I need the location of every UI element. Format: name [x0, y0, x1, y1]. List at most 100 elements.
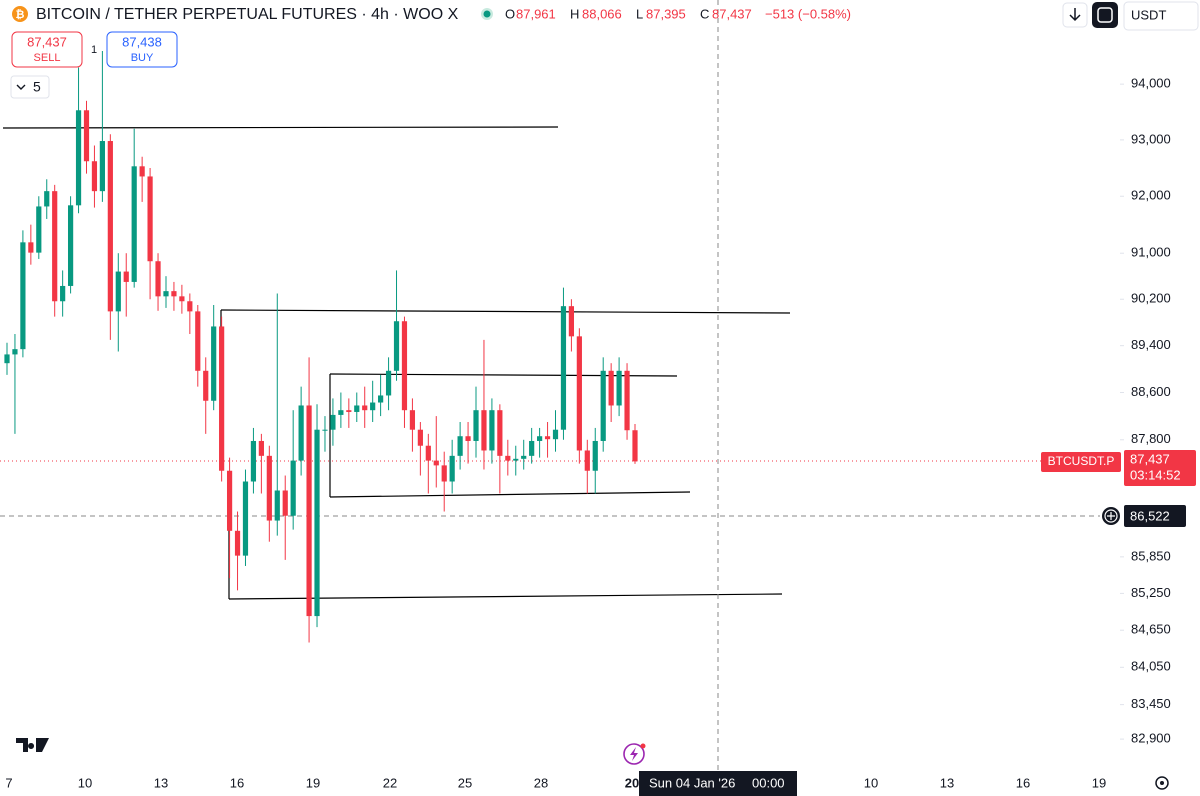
y-tick-label: 82,900 — [1131, 731, 1171, 746]
y-tick-label: 88,600 — [1131, 384, 1171, 399]
spread: 1 — [91, 44, 97, 56]
candle-body — [123, 271, 129, 282]
candle-body — [338, 410, 344, 415]
candle-body — [290, 460, 296, 516]
x-tick-label: 16 — [1016, 775, 1030, 790]
plus-icon — [1104, 509, 1118, 523]
sell-price: 87,437 — [27, 34, 67, 49]
lightning — [630, 747, 638, 761]
trend-line — [329, 491, 691, 498]
crosshair-time: 00:00 — [752, 775, 785, 790]
candle-body — [497, 410, 503, 456]
candle-body — [274, 490, 280, 521]
candle-body — [266, 455, 272, 521]
candle-body — [75, 110, 82, 206]
trend-line — [228, 593, 783, 600]
settings-icon[interactable] — [1155, 776, 1169, 790]
candle-body — [250, 440, 257, 482]
buy-button[interactable]: 87,438 BUY — [106, 31, 178, 68]
candle-body — [576, 336, 582, 451]
y-tick-label: 83,450 — [1131, 696, 1171, 711]
ohlc-label: O — [505, 6, 515, 21]
x-tick-label: 25 — [458, 775, 472, 790]
candle-body — [465, 436, 471, 441]
candle-body — [441, 465, 447, 482]
candle-body — [36, 206, 42, 253]
fullscreen-button[interactable] — [1092, 2, 1118, 28]
candle-body — [378, 395, 384, 403]
candle-body — [433, 460, 439, 466]
candle-body — [20, 242, 26, 350]
candle-body — [322, 429, 328, 431]
candle-body — [234, 530, 241, 556]
candle-body — [211, 326, 217, 401]
candle-body — [608, 370, 614, 406]
y-tick-label: 90,200 — [1131, 291, 1171, 306]
candle-body — [12, 349, 18, 355]
candle-body — [60, 285, 66, 302]
x-tick-label: 22 — [383, 775, 397, 790]
candle-body — [179, 296, 185, 302]
candle-body — [155, 261, 161, 297]
ohlc-label: C — [700, 6, 709, 21]
select-frame[interactable] — [1123, 1, 1199, 31]
candle-body — [632, 430, 638, 462]
candle-body — [505, 455, 511, 461]
candle-body — [521, 455, 527, 459]
candle-body — [624, 370, 630, 431]
x-tick-label: 20 — [625, 775, 639, 790]
candle-body — [282, 490, 288, 516]
currency-select[interactable]: USDT — [1123, 1, 1199, 31]
candle-body — [473, 410, 479, 441]
buy-label: BUY — [131, 52, 154, 64]
events-icon[interactable] — [623, 743, 645, 765]
candle-body — [131, 166, 137, 282]
candle-body — [592, 440, 598, 471]
candle-body — [584, 450, 590, 471]
symbol-title: BITCOIN / TETHER PERPETUAL FUTURES · 4h … — [36, 6, 459, 23]
button-frame[interactable] — [11, 31, 83, 68]
candle-body — [258, 440, 264, 456]
candle-body — [425, 445, 431, 461]
coin-symbol: ₿ — [16, 9, 25, 21]
plus-icon — [1107, 512, 1115, 520]
candle-body — [91, 161, 98, 192]
candle-body — [409, 410, 416, 430]
candle-body — [552, 429, 559, 440]
candle-body — [489, 410, 495, 451]
candle-body — [616, 370, 622, 406]
y-tick-label: 87,800 — [1131, 431, 1171, 446]
chevron — [16, 84, 26, 90]
indicator-toggle[interactable]: 5 — [10, 75, 50, 99]
candle-body — [544, 436, 551, 440]
ohlc-value: 87,395 — [646, 6, 686, 21]
x-tick-label: 10 — [864, 775, 878, 790]
x-axis: 7 10 13 16 19 22 25 28 20 10 13 16 19 — [5, 775, 1106, 790]
arrow-icon — [1069, 8, 1081, 22]
candle-body — [4, 354, 10, 364]
candle-body — [107, 141, 113, 312]
last-price-badge — [1124, 450, 1196, 486]
candle-body — [457, 436, 463, 456]
x-tick-label: 13 — [154, 775, 168, 790]
button-frame[interactable] — [1092, 2, 1118, 28]
sell-button[interactable]: 87,437 SELL — [11, 31, 83, 68]
candle-body — [187, 301, 193, 312]
sell-label: SELL — [34, 52, 61, 64]
candle-body — [28, 242, 34, 253]
candle-body — [401, 321, 408, 411]
button-frame[interactable] — [106, 31, 178, 68]
candle-body — [306, 405, 312, 617]
candle-body — [195, 311, 201, 371]
events-dot — [640, 743, 646, 749]
candle-body — [99, 141, 105, 192]
y-tick-label: 91,000 — [1131, 245, 1171, 260]
ohlc-value: 87,437 — [712, 6, 752, 21]
toggle-frame[interactable] — [10, 75, 50, 99]
gear[interactable] — [1155, 776, 1169, 790]
currency-label: USDT — [1131, 7, 1166, 22]
candle-body — [219, 326, 225, 471]
download-button[interactable] — [1062, 2, 1088, 28]
